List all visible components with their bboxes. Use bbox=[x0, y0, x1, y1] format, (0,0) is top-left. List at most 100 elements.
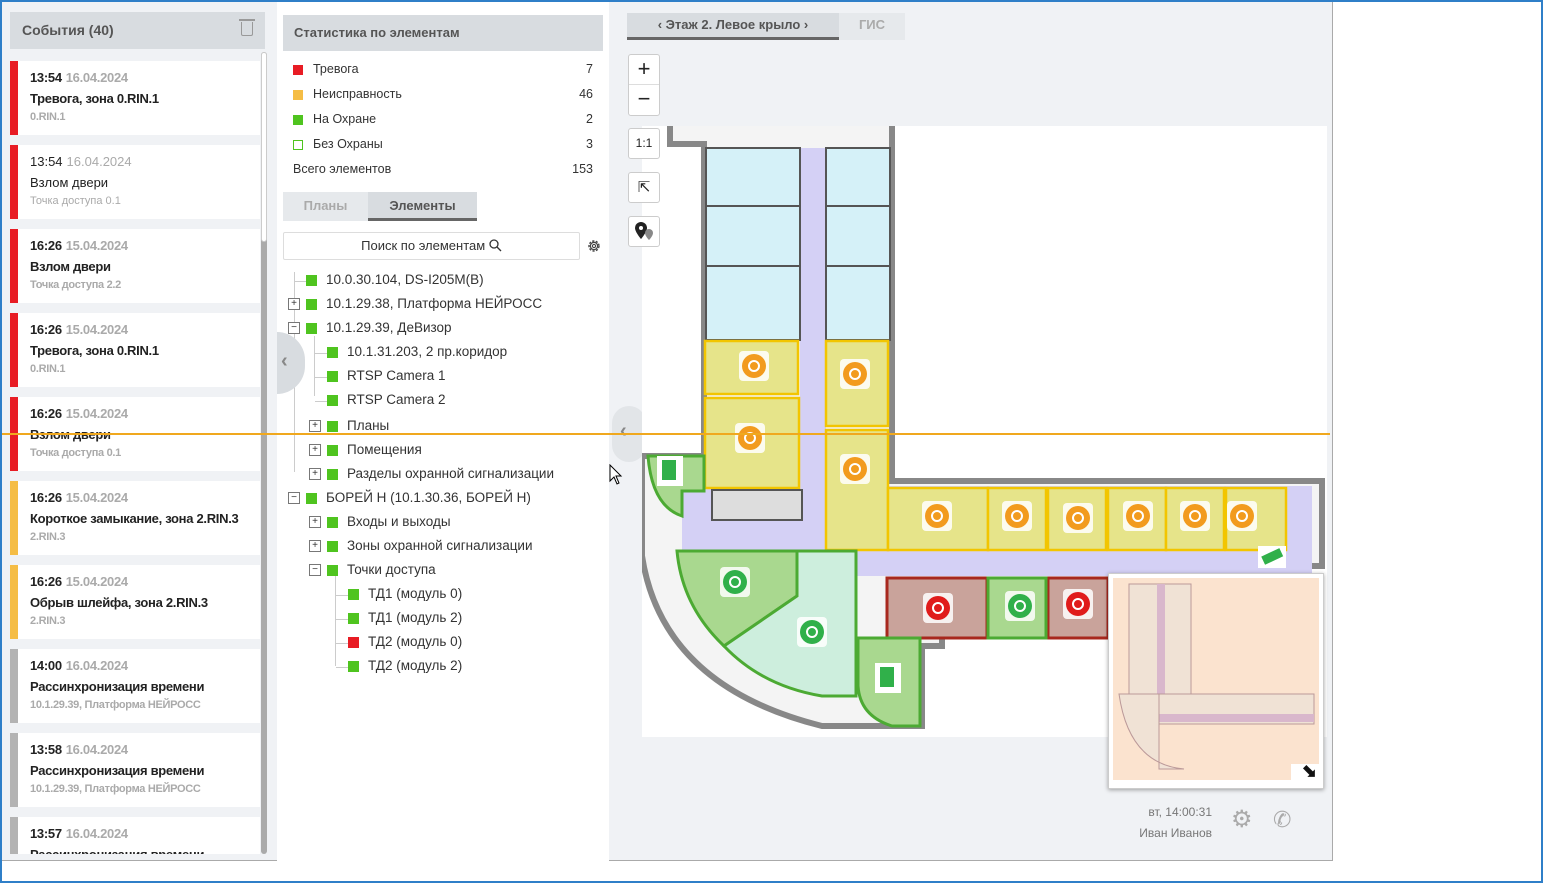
stats-row: Без Охраны 3 bbox=[293, 137, 593, 153]
status-swatch bbox=[293, 65, 303, 75]
search-input[interactable]: Поиск по элементам bbox=[283, 232, 580, 260]
tree-toggle-expand[interactable]: + bbox=[309, 468, 321, 480]
tree-node-label: 10.1.31.203, 2 пр.коридор bbox=[347, 344, 508, 359]
fault-siren-icon[interactable] bbox=[1180, 501, 1210, 531]
status-square-icon bbox=[348, 637, 359, 648]
stats-label: Тревога bbox=[313, 62, 359, 76]
map-pins-icon bbox=[635, 222, 653, 240]
door-icon[interactable] bbox=[875, 663, 901, 693]
fault-siren-icon[interactable] bbox=[1063, 503, 1093, 533]
elements-panel: Статистика по элементам Тревога 7 Неисправ… bbox=[277, 2, 609, 861]
fault-siren-icon[interactable] bbox=[735, 423, 765, 453]
event-time: 13:57 bbox=[30, 826, 62, 841]
status-square-icon bbox=[306, 275, 317, 286]
stats-label: Неисправность bbox=[313, 87, 402, 101]
fault-siren-icon[interactable] bbox=[840, 359, 870, 389]
fault-siren-icon[interactable] bbox=[739, 351, 769, 381]
tab-gis[interactable]: ГИС bbox=[839, 13, 905, 40]
event-item[interactable]: 16:26 15.04.2024 Тревога, зона 0.RIN.1 0.… bbox=[10, 313, 260, 387]
event-date: 16.04.2024 bbox=[66, 154, 132, 169]
tree-node-label: БОРЕЙ Н (10.1.30.36, БОРЕЙ Н) bbox=[326, 490, 531, 505]
camera-icon[interactable] bbox=[1258, 546, 1286, 568]
event-time: 14:00 bbox=[30, 658, 62, 673]
tab-floor-plan[interactable]: ‹ Этаж 2. Левое крыло › bbox=[627, 13, 839, 40]
expand-minimap-icon[interactable]: ⬊ bbox=[1301, 761, 1317, 781]
armed-siren-icon[interactable] bbox=[720, 567, 750, 597]
armed-siren-icon[interactable] bbox=[1005, 591, 1035, 621]
event-source: 10.1.29.39, Платформа НЕЙРОСС bbox=[30, 783, 201, 795]
status-square-icon bbox=[327, 541, 338, 552]
tree-node-label: RTSP Camera 1 bbox=[347, 368, 446, 383]
minimap[interactable]: ⬊ bbox=[1108, 573, 1324, 789]
fault-siren-icon[interactable] bbox=[922, 501, 952, 531]
stats-total-label: Всего элементов bbox=[293, 162, 392, 176]
tree-toggle-expand[interactable]: + bbox=[309, 516, 321, 528]
event-item[interactable]: 14:00 16.04.2024 Рассинхронизация времени… bbox=[10, 649, 260, 723]
tree-toggle-expand[interactable]: + bbox=[309, 444, 321, 456]
event-date: 15.04.2024 bbox=[65, 406, 128, 421]
tree-toggle-collapse[interactable]: − bbox=[309, 564, 321, 576]
status-square-icon bbox=[348, 589, 359, 600]
tree-node-label: ТД1 (модуль 2) bbox=[368, 610, 463, 625]
event-time: 16:26 bbox=[30, 322, 62, 337]
zoom-out-button[interactable]: − bbox=[637, 86, 651, 111]
event-name: Рассинхронизация времени bbox=[30, 679, 205, 694]
tree-node-label: ТД2 (модуль 2) bbox=[368, 658, 463, 673]
event-date: 15.04.2024 bbox=[65, 574, 128, 589]
status-square-icon bbox=[348, 661, 359, 672]
reset-view-button[interactable]: ⇱ bbox=[628, 172, 660, 203]
event-time: 16:26 bbox=[30, 490, 62, 505]
user-name[interactable]: Иван Иванов bbox=[1139, 826, 1212, 840]
event-name: Тревога, зона 0.RIN.1 bbox=[30, 343, 159, 358]
phone-icon[interactable]: ✆ bbox=[1273, 807, 1292, 832]
locations-button[interactable] bbox=[628, 216, 660, 247]
event-source: 0.RIN.1 bbox=[30, 111, 66, 123]
stats-value: 2 bbox=[586, 112, 593, 126]
tree-toggle-expand[interactable]: + bbox=[309, 540, 321, 552]
event-date: 16.04.2024 bbox=[65, 742, 128, 757]
tree-node-label: Разделы охранной сигнализации bbox=[347, 466, 555, 481]
event-source: Точка доступа 0.1 bbox=[30, 447, 121, 459]
fault-siren-icon[interactable] bbox=[1002, 501, 1032, 531]
status-square-icon bbox=[327, 395, 338, 406]
events-scrollbar[interactable] bbox=[261, 52, 267, 854]
event-item[interactable]: 13:58 16.04.2024 Рассинхронизация времени… bbox=[10, 733, 260, 807]
tree-toggle-collapse[interactable]: − bbox=[288, 322, 300, 334]
tree-node-label: ТД2 (модуль 0) bbox=[368, 634, 463, 649]
fault-siren-icon[interactable] bbox=[1227, 501, 1257, 531]
stats-value: 46 bbox=[579, 87, 593, 101]
event-item[interactable]: 13:54 16.04.2024 Тревога, зона 0.RIN.1 0.… bbox=[10, 61, 260, 135]
tree-toggle-collapse[interactable]: − bbox=[288, 492, 300, 504]
status-square-icon bbox=[327, 565, 338, 576]
settings-gear-icon[interactable] bbox=[586, 238, 602, 254]
scale-1-1-button[interactable]: 1:1 bbox=[628, 128, 660, 159]
event-time: 13:54 bbox=[30, 154, 63, 169]
fault-siren-icon[interactable] bbox=[840, 454, 870, 484]
events-title: События (40) bbox=[22, 22, 114, 38]
event-item[interactable]: 16:26 15.04.2024 Короткое замыкание, зона… bbox=[10, 481, 260, 555]
scrollbar-thumb[interactable] bbox=[261, 52, 267, 242]
events-header: События (40) bbox=[10, 12, 265, 49]
alarm-siren-icon[interactable] bbox=[923, 593, 953, 623]
event-time: 16:26 bbox=[30, 574, 62, 589]
event-name: Взлом двери bbox=[30, 259, 111, 274]
tree-toggle-expand[interactable]: + bbox=[309, 420, 321, 432]
zoom-in-button[interactable]: + bbox=[629, 55, 659, 85]
status-square-icon bbox=[327, 517, 338, 528]
event-item[interactable]: 13:54 16.04.2024 Взлом двери Точка доступ… bbox=[10, 145, 260, 219]
events-panel: События (40) 13:54 16.04.2024 Тревога, зо… bbox=[10, 12, 267, 854]
alarm-siren-icon[interactable] bbox=[1063, 589, 1093, 619]
tab-elements[interactable]: Элементы bbox=[368, 192, 477, 221]
trash-icon[interactable] bbox=[239, 19, 255, 36]
tab-plans[interactable]: Планы bbox=[283, 192, 368, 221]
event-date: 15.04.2024 bbox=[65, 238, 128, 253]
tree-toggle-expand[interactable]: + bbox=[288, 298, 300, 310]
event-item[interactable]: 16:26 15.04.2024 Обрыв шлейфа, зона 2.RIN… bbox=[10, 565, 260, 639]
tree-node-label: 10.0.30.104, DS-I205M(B) bbox=[326, 272, 484, 287]
door-icon[interactable] bbox=[657, 456, 683, 486]
armed-siren-icon[interactable] bbox=[797, 617, 827, 647]
fault-siren-icon[interactable] bbox=[1123, 501, 1153, 531]
settings-gear-icon[interactable]: ⚙ bbox=[1231, 806, 1253, 833]
